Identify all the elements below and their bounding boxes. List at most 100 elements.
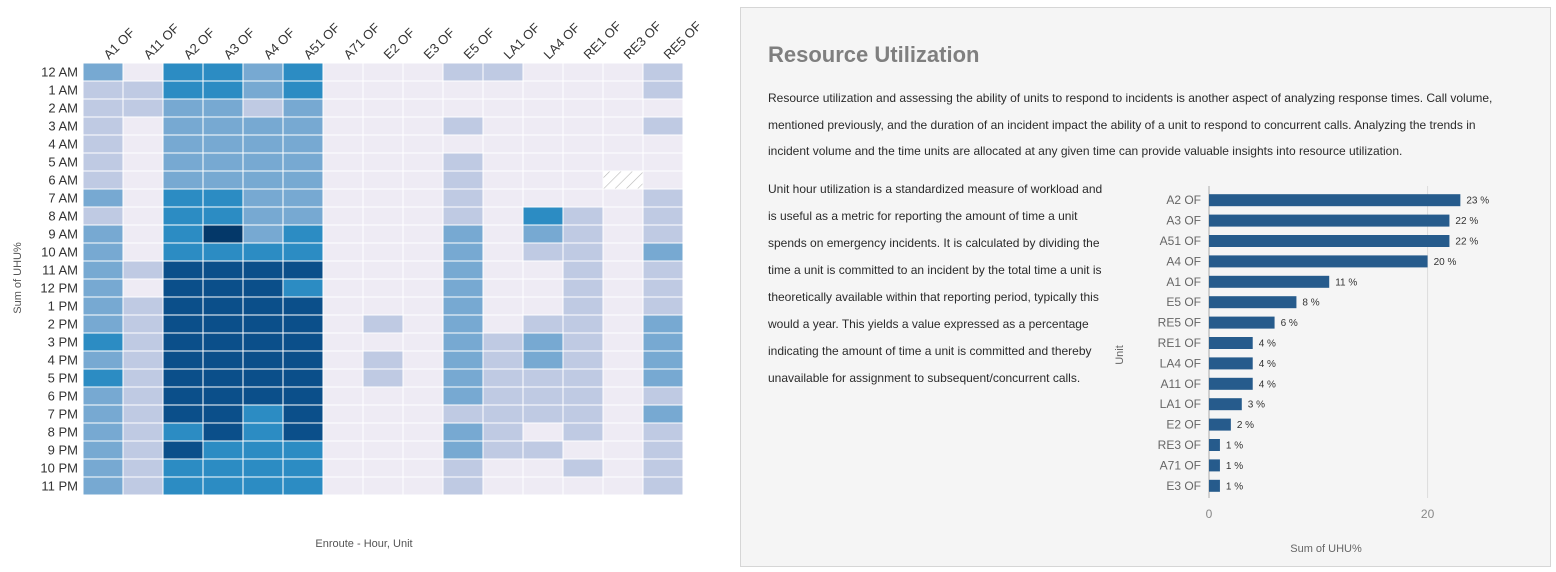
- bar-value-label: 1 %: [1226, 461, 1243, 472]
- heatmap-cell: [522, 386, 564, 406]
- heatmap-cell: [322, 206, 364, 226]
- heatmap-cell: [562, 332, 604, 352]
- bar-category-label: A1 OF: [1166, 275, 1201, 289]
- bar: [1209, 418, 1231, 431]
- heatmap-cell: [562, 404, 604, 424]
- heatmap-cell: [642, 368, 684, 388]
- heatmap-cell: [642, 350, 684, 370]
- heatmap-cell: [202, 278, 244, 298]
- heatmap-cell: [282, 422, 324, 442]
- heatmap-cell: [522, 260, 564, 280]
- heatmap-cell: [162, 386, 204, 406]
- resource-utilization-panel: Resource Utilization Resource utilizatio…: [740, 7, 1551, 567]
- bar-value-label: 1 %: [1226, 481, 1243, 492]
- heatmap-cell: [282, 98, 324, 118]
- heatmap-cell: [162, 440, 204, 460]
- heatmap-cell: [362, 386, 404, 406]
- heatmap-cell: [362, 134, 404, 154]
- heatmap-cell: [602, 350, 644, 370]
- heatmap-cell: [202, 332, 244, 352]
- y-tick-label: 3 PM: [48, 335, 78, 350]
- heatmap-cell: [562, 116, 604, 136]
- heatmap-cell: [602, 242, 644, 262]
- heatmap-cell: [442, 296, 484, 316]
- heatmap-cell: [122, 278, 164, 298]
- heatmap-cell: [162, 332, 204, 352]
- heatmap-cell: [522, 242, 564, 262]
- heatmap-cell: [122, 404, 164, 424]
- heatmap-cell: [402, 404, 444, 424]
- heatmap-cell: [442, 278, 484, 298]
- heatmap-cell: [82, 476, 124, 496]
- x-tick-label: 0: [1206, 507, 1213, 521]
- heatmap-cell: [202, 350, 244, 370]
- heatmap-cell: [202, 386, 244, 406]
- heatmap-cell: [282, 386, 324, 406]
- x-axis-title: Sum of UHU%: [1290, 543, 1362, 555]
- heatmap-cell: [242, 458, 284, 478]
- heatmap-cell: [442, 224, 484, 244]
- heatmap-cell: [322, 368, 364, 388]
- bar-value-label: 4 %: [1259, 359, 1276, 370]
- heatmap-cell: [402, 350, 444, 370]
- heatmap-cell: [82, 152, 124, 172]
- heatmap-cell: [642, 206, 684, 226]
- detail-paragraph: Unit hour utilization is a standardized …: [768, 182, 1103, 385]
- heatmap-cell: [402, 80, 444, 100]
- heatmap-cell: [362, 98, 404, 118]
- heatmap-cell: [642, 170, 684, 190]
- heatmap-cell: [442, 368, 484, 388]
- heatmap-cell: [602, 422, 644, 442]
- bar: [1209, 398, 1242, 411]
- heatmap-cell: [82, 440, 124, 460]
- heatmap-cell: [282, 152, 324, 172]
- heatmap-cell: [202, 170, 244, 190]
- heatmap-cell: [242, 116, 284, 136]
- heatmap-cell: [402, 314, 444, 334]
- heatmap-cell: [282, 206, 324, 226]
- heatmap-cell: [202, 188, 244, 208]
- heatmap-cell: [522, 332, 564, 352]
- heatmap-cell: [122, 350, 164, 370]
- y-tick-label: 3 AM: [48, 119, 78, 134]
- heatmap-cell: [522, 404, 564, 424]
- heatmap-cell: [82, 386, 124, 406]
- heatmap-cell: [322, 314, 364, 334]
- heatmap-cell: [642, 260, 684, 280]
- heatmap-cell: [562, 386, 604, 406]
- heatmap-cell: [322, 242, 364, 262]
- bar-value-label: 6 %: [1281, 318, 1298, 329]
- heatmap-cell: [82, 206, 124, 226]
- y-tick-label: 1 PM: [48, 299, 78, 314]
- heatmap-cell: [522, 152, 564, 172]
- x-tick-label: A1 OF: [101, 25, 138, 62]
- heatmap-cell: [482, 458, 524, 478]
- x-tick-label: A2 OF: [181, 25, 218, 62]
- heatmap-cell: [242, 62, 284, 82]
- heatmap-cell: [642, 386, 684, 406]
- heatmap-cell: [522, 224, 564, 244]
- heatmap-cell: [642, 116, 684, 136]
- bar: [1209, 296, 1297, 309]
- bar-value-label: 4 %: [1259, 379, 1276, 390]
- heatmap-cell: [562, 152, 604, 172]
- heatmap-cell: [202, 224, 244, 244]
- heatmap-cell: [282, 440, 324, 460]
- heatmap-cell: [402, 206, 444, 226]
- heatmap-cell: [82, 422, 124, 442]
- heatmap-cell: [362, 332, 404, 352]
- heatmap-cell: [522, 440, 564, 460]
- heatmap-cell: [362, 458, 404, 478]
- heatmap-cell: [562, 350, 604, 370]
- heatmap-cell: [322, 350, 364, 370]
- heatmap-cell: [562, 80, 604, 100]
- heatmap-cell: [362, 188, 404, 208]
- heatmap-cell: [402, 170, 444, 190]
- heatmap-cell: [522, 278, 564, 298]
- heatmap-cell: [162, 350, 204, 370]
- y-tick-label: 5 AM: [48, 155, 78, 170]
- heatmap-cell: [122, 296, 164, 316]
- heatmap-cell: [282, 404, 324, 424]
- heatmap-cell: [82, 224, 124, 244]
- heatmap-cell: [282, 116, 324, 136]
